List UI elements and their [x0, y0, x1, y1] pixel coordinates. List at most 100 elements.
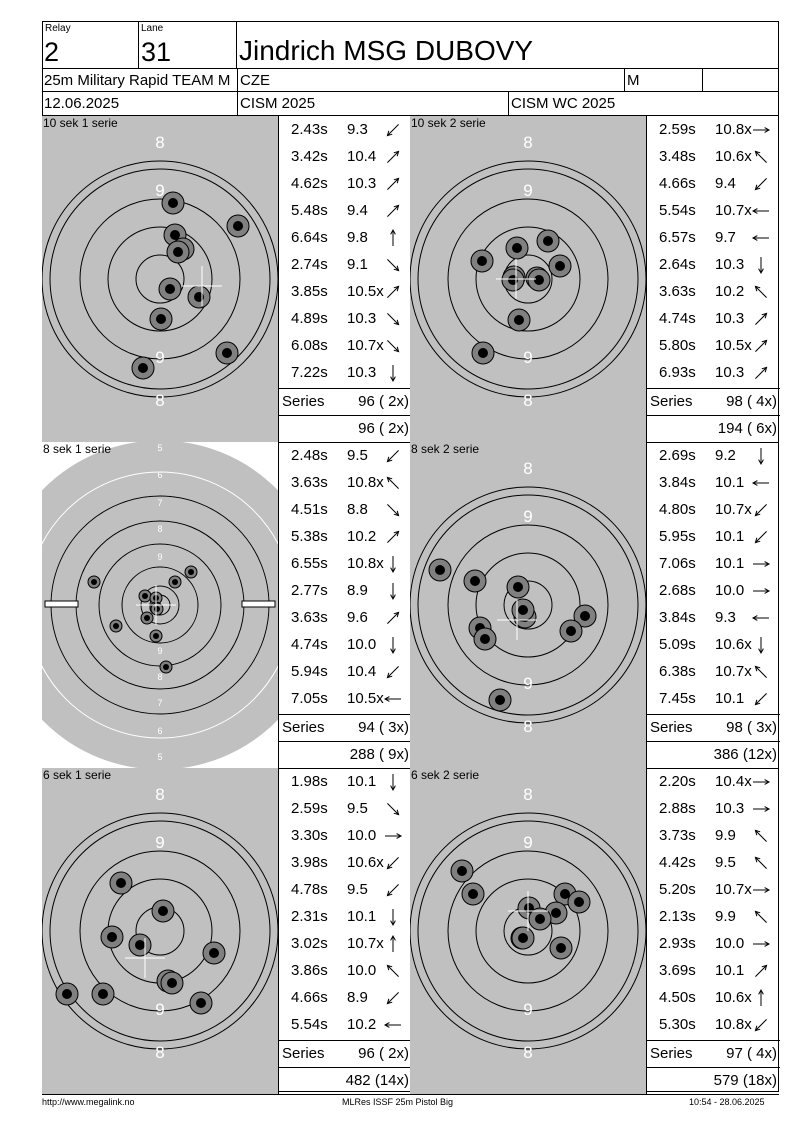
shot-row: 2.13s 9.9 [647, 903, 780, 930]
target-ring [135, 254, 185, 304]
shot-value: 10.8x [347, 474, 384, 491]
target-image: 8 9 9 8 [410, 116, 646, 442]
center-crosshair [136, 585, 176, 625]
direction-arrow-icon [387, 204, 400, 217]
shot-hole [559, 619, 583, 643]
target-ring [475, 878, 581, 984]
shot-row: 3.69s 10.1 [647, 957, 780, 984]
target-ring [417, 168, 639, 390]
shot-hole [159, 660, 173, 674]
shot-value: 10.0 [715, 582, 745, 599]
shot-row: 3.86s 10.0 [279, 957, 412, 984]
shot-hole [91, 982, 115, 1006]
shot-row: 7.05s 10.5x [279, 685, 412, 712]
ring-number: 7 [157, 498, 162, 508]
shot-hole [511, 598, 535, 622]
target-ring [107, 226, 213, 332]
shot-row: 3.98s 10.6x [279, 849, 412, 876]
ring-number: 9 [157, 552, 162, 562]
shot-value: 10.0 [347, 962, 377, 979]
shot-row: 6.08s 10.7x [279, 332, 412, 359]
series-total-value: 97 ( 4x) [726, 1045, 777, 1062]
shot-row: 2.68s 10.0 [647, 577, 780, 604]
shot-value: 10.1 [715, 474, 745, 491]
shot-hole [215, 341, 239, 365]
shot-time: 5.94s [291, 663, 328, 680]
cumulative-total-row: 194 ( 6x) [647, 415, 780, 442]
shot-time: 6.38s [659, 663, 696, 680]
shot-value: 9.1 [347, 256, 368, 273]
series-total-row: Series 98 ( 3x) [647, 714, 780, 741]
target-ring [417, 494, 639, 716]
shot-time: 4.74s [659, 310, 696, 327]
series-total-label: Series [282, 1045, 325, 1062]
footer-timestamp: 10:54 - 28.06.2025 [689, 1097, 765, 1107]
shot-hole [100, 925, 124, 949]
target-ring [447, 198, 609, 360]
relay-label: Relay [45, 23, 71, 34]
cumulative-total-value: 96 ( 2x) [358, 420, 409, 437]
shot-time: 3.42s [291, 148, 328, 165]
direction-arrow-icon [758, 257, 764, 275]
series-total-label: Series [282, 719, 325, 736]
shot-time: 4.74s [291, 636, 328, 653]
shot-time: 5.48s [291, 202, 328, 219]
shot-time: 2.69s [659, 447, 696, 464]
championship-cell: CISM WC 2025 [508, 91, 779, 116]
lane-cell: Lane 31 [138, 21, 237, 69]
shot-time: 3.84s [659, 474, 696, 491]
cumulative-total-value: 482 (14x) [345, 1072, 409, 1089]
panel-divider [410, 1094, 779, 1095]
target-image: 8 9 9 8 [410, 768, 646, 1094]
shot-time: 6.64s [291, 229, 328, 246]
shot-value: 9.5 [347, 800, 368, 817]
ring-number: 5 [157, 752, 162, 762]
shot-value: 9.6 [347, 609, 368, 626]
shot-row: 2.69s 9.2 [647, 442, 780, 469]
direction-arrow-icon [387, 611, 400, 624]
shot-value: 10.1 [715, 690, 745, 707]
panel-divider [42, 1094, 410, 1095]
ring-number: 9 [155, 1000, 164, 1019]
direction-arrow-icon [751, 615, 769, 621]
competition: CISM 2025 [240, 95, 316, 112]
shot-row: 5.54s 10.7x [647, 197, 780, 224]
ring-number: 9 [523, 674, 532, 693]
target-ring [121, 566, 199, 644]
ring-number: 7 [157, 698, 162, 708]
direction-arrow-icon [753, 588, 771, 594]
shot-hole [151, 899, 175, 923]
shot-value: 10.6x [715, 148, 752, 165]
shot-hole [202, 941, 226, 965]
shot-hole [573, 604, 597, 628]
ring-number: 9 [523, 507, 532, 526]
direction-arrow-icon [751, 235, 769, 241]
shot-row: 1.98s 10.1 [279, 768, 412, 795]
shot-hole [109, 619, 123, 633]
shot-time: 2.43s [291, 121, 328, 138]
center-crosshair [125, 938, 165, 978]
series-total-value: 96 ( 2x) [358, 393, 409, 410]
direction-arrow-icon [386, 666, 399, 679]
shot-time: 5.30s [659, 1016, 696, 1033]
target-ring [410, 812, 646, 1050]
direction-arrow-icon [387, 313, 400, 326]
shot-hole [450, 859, 474, 883]
ring-number: 9 [155, 833, 164, 852]
shot-row: 2.20s 10.4x [647, 768, 780, 795]
shot-time: 4.66s [659, 175, 696, 192]
target-image: 8 9 9 8 [42, 116, 278, 442]
direction-arrow-icon [390, 583, 396, 601]
shot-hole [160, 971, 184, 995]
shot-value: 9.9 [715, 827, 736, 844]
shooter-cell: Jindrich MSG DUBOVY [236, 21, 779, 69]
shot-row: 6.38s 10.7x [647, 658, 780, 685]
shot-value: 10.1 [347, 773, 377, 790]
shot-time: 5.80s [659, 337, 696, 354]
shot-row: 4.74s 10.3 [647, 305, 780, 332]
series-total-row: Series 96 ( 2x) [279, 1040, 412, 1067]
shot-hole [473, 627, 497, 651]
direction-arrow-icon [390, 909, 396, 927]
shot-time: 5.95s [659, 528, 696, 545]
shot-value: 9.4 [347, 202, 368, 219]
